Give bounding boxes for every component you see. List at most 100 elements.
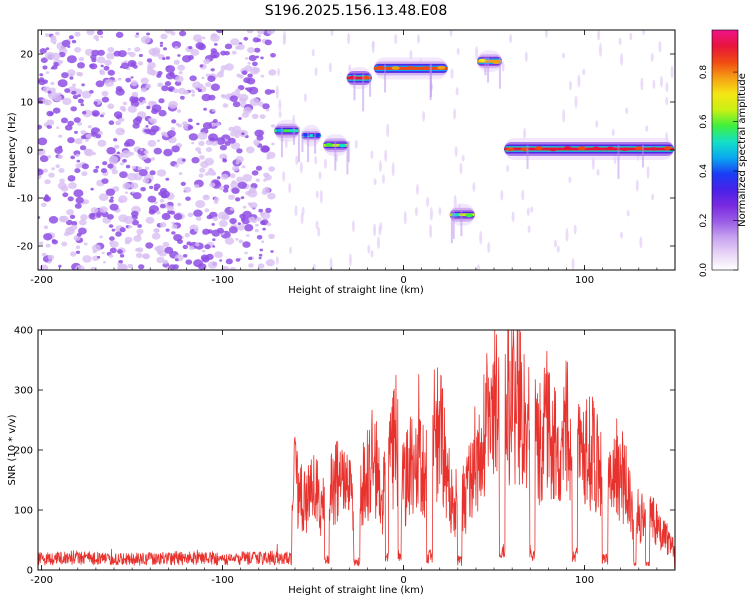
noise-speckle (187, 118, 193, 123)
noise-speckle (270, 250, 274, 253)
noise-speckle (159, 199, 165, 203)
noise-speckle (158, 191, 164, 196)
noise-speckle (449, 30, 453, 37)
frequency-segment (449, 203, 475, 244)
noise-speckle (183, 186, 192, 193)
noise-speckle (67, 45, 71, 48)
noise-speckle (93, 168, 99, 173)
noise-speckle (72, 83, 77, 87)
noise-speckle (38, 169, 41, 172)
noise-speckle (232, 165, 240, 172)
noise-speckle (59, 60, 64, 64)
noise-speckle (150, 125, 160, 133)
noise-speckle (230, 38, 240, 46)
noise-speckle (230, 131, 237, 137)
noise-speckle (235, 88, 241, 93)
noise-speckle (67, 137, 75, 144)
noise-speckle (265, 207, 272, 213)
noise-speckle (64, 124, 73, 131)
noise-speckle (75, 250, 81, 254)
noise-speckle (117, 249, 123, 255)
noise-speckle (55, 164, 60, 168)
noise-speckle (101, 178, 109, 184)
noise-speckle (52, 41, 57, 45)
noise-speckle (174, 163, 180, 168)
noise-speckle (113, 79, 117, 83)
noise-speckle (239, 93, 249, 102)
noise-speckle (237, 181, 247, 189)
noise-speckle (69, 76, 74, 80)
noise-speckle (52, 107, 61, 114)
noise-speckle (237, 43, 245, 51)
noise-speckle (242, 210, 252, 219)
noise-speckle (324, 158, 327, 169)
noise-speckle (254, 47, 261, 53)
noise-speckle (611, 129, 615, 136)
noise-speckle (386, 123, 390, 138)
noise-speckle (391, 162, 395, 177)
noise-speckle (107, 163, 114, 169)
noise-speckle (157, 82, 164, 88)
noise-speckle (204, 194, 208, 198)
noise-speckle (254, 129, 264, 137)
noise-speckle (148, 209, 156, 215)
noise-speckle (136, 247, 144, 253)
noise-speckle (97, 49, 105, 56)
noise-speckle (328, 62, 332, 73)
noise-speckle (115, 120, 122, 126)
noise-speckle (173, 59, 180, 65)
noise-speckle (294, 205, 298, 217)
noise-speckle (260, 220, 266, 225)
x-tick-label: 100 (575, 275, 594, 286)
noise-speckle (266, 156, 271, 160)
noise-speckle (119, 227, 126, 233)
noise-speckle (156, 139, 161, 142)
noise-speckle (188, 46, 193, 50)
noise-speckle (472, 182, 476, 192)
x-tick-label: 100 (575, 575, 594, 586)
noise-speckle (140, 77, 149, 85)
noise-speckle (251, 113, 259, 120)
noise-speckle (70, 106, 77, 112)
noise-speckle (171, 41, 182, 49)
noise-speckle (231, 180, 237, 185)
noise-speckle (158, 98, 165, 104)
noise-speckle (181, 158, 186, 162)
noise-speckle (47, 260, 52, 264)
noise-speckle (68, 35, 74, 40)
noise-speckle (152, 47, 161, 54)
noise-speckle (199, 155, 205, 160)
noise-speckle (370, 150, 374, 159)
noise-speckle (262, 103, 270, 110)
noise-speckle (75, 163, 82, 169)
noise-speckle (646, 166, 650, 179)
noise-speckle (271, 142, 275, 146)
noise-speckle (66, 55, 77, 64)
noise-speckle (97, 130, 103, 136)
noise-speckle (104, 79, 114, 87)
noise-speckle (188, 133, 199, 141)
noise-speckle (195, 243, 200, 247)
noise-speckle (224, 43, 233, 50)
noise-speckle (187, 125, 194, 130)
noise-speckle (244, 57, 249, 60)
noise-speckle (317, 226, 321, 237)
noise-speckle (101, 112, 106, 116)
noise-speckle (640, 77, 644, 91)
noise-speckle (477, 264, 480, 270)
noise-speckle (125, 77, 132, 83)
noise-speckle (229, 95, 238, 102)
noise-speckle (249, 202, 258, 209)
noise-speckle (235, 155, 244, 163)
noise-speckle (95, 38, 100, 42)
noise-speckle (178, 87, 186, 95)
noise-speckle (314, 67, 318, 77)
noise-speckle (140, 187, 146, 192)
noise-speckle (222, 188, 229, 193)
noise-speckle (95, 134, 102, 139)
noise-speckle (211, 54, 217, 59)
noise-speckle (122, 101, 128, 106)
noise-speckle (121, 150, 132, 158)
frequency-segment (504, 138, 674, 179)
noise-speckle (51, 167, 55, 171)
